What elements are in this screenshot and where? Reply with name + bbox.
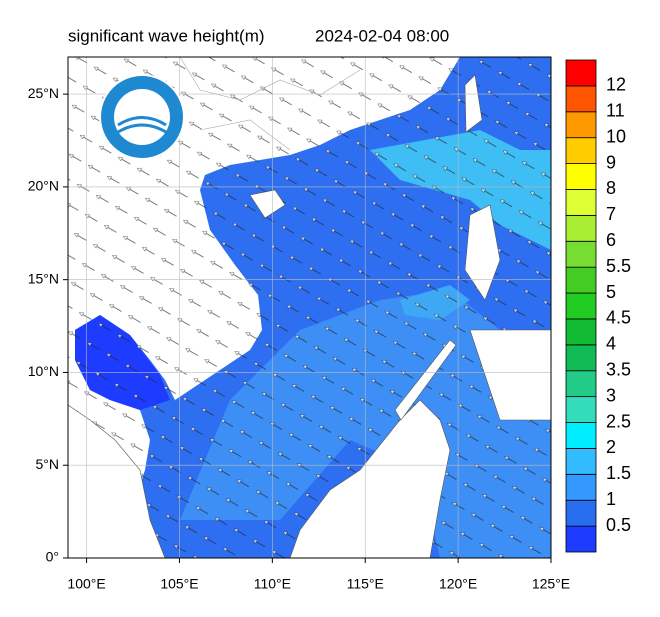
land [464, 204, 501, 301]
colorbar-label: 10 [606, 126, 626, 146]
colorbar-label: 5 [606, 282, 616, 302]
land [464, 74, 483, 133]
colorbar-box [565, 111, 597, 139]
colorbar-label: 11 [606, 101, 625, 121]
y-tick-label: 0° [46, 549, 59, 565]
colorbar-box [565, 292, 597, 320]
y-tick-label: 15°N [28, 270, 59, 286]
colorbar-label: 3.5 [606, 359, 631, 379]
colorbar-label: 5.5 [606, 256, 631, 276]
x-tick-label: 110°E [254, 576, 291, 592]
chart-time: 2024-02-04 08:00 [315, 26, 449, 45]
land [469, 329, 551, 421]
x-tick-label: 125°E [532, 576, 570, 592]
colorbar-box [565, 59, 597, 87]
colorbar-box [565, 448, 597, 475]
colorbar-box [565, 344, 597, 372]
colorbar-label: 4 [606, 334, 616, 354]
colorbar-label: 9 [606, 152, 616, 172]
colorbar-box [565, 214, 597, 242]
colorbar-box [565, 318, 597, 346]
y-tick-label: 20°N [28, 178, 59, 194]
chart-title: significant wave height(m) [68, 26, 265, 45]
colorbar-label: 0.5 [606, 515, 631, 535]
colorbar-label: 2.5 [606, 411, 631, 431]
logo-waves [117, 116, 167, 134]
colorbar-box [565, 370, 597, 398]
colorbar: 0.5 1 1.5 2 2.5 3 3.5 4 4.5 5 5.5 6 7 8 9 10 11 12 [565, 59, 631, 553]
colorbar-label: 12 [606, 75, 626, 95]
colorbar-box [565, 422, 597, 449]
land [289, 399, 451, 558]
border [179, 57, 361, 151]
colorbar-label: 4.5 [606, 308, 631, 328]
y-tick-label: 25°N [28, 85, 59, 101]
colorbar-box [565, 163, 597, 190]
colorbar-box [565, 473, 597, 501]
land [68, 404, 166, 558]
land [394, 339, 457, 421]
colorbar-box [565, 240, 597, 268]
colorbar-label: 1 [606, 489, 616, 509]
logo [99, 74, 185, 160]
colorbar-label: 3 [606, 385, 616, 405]
colorbar-box [565, 525, 597, 553]
x-tick-label: 115°E [347, 576, 384, 592]
colorbar-label: 6 [606, 230, 616, 250]
x-tick-label: 105°E [160, 576, 198, 592]
colorbar-label: 2 [606, 437, 616, 457]
land [249, 189, 286, 219]
x-tick-label: 120°E [439, 576, 477, 592]
colorbar-box [565, 266, 597, 294]
colorbar-box [565, 499, 597, 527]
colorbar-label: 8 [606, 178, 616, 198]
colorbar-box [565, 137, 597, 164]
map-frame [67, 56, 552, 559]
y-tick-label: 5°N [36, 456, 60, 472]
colorbar-label: 1.5 [606, 463, 631, 483]
y-tick-label: 10°N [28, 363, 59, 379]
colorbar-box [565, 189, 597, 216]
colorbar-label: 7 [606, 204, 616, 224]
colorbar-box [565, 396, 597, 423]
x-tick-label: 100°E [67, 576, 105, 592]
colorbar-box [565, 85, 597, 113]
